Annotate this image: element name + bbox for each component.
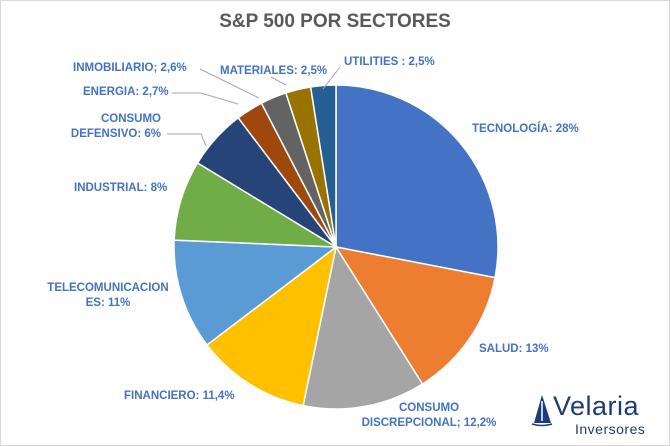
data-label: INMOBILIARIO; 2,6% [73,62,187,74]
pie-slice-financiero [205,245,338,407]
leader-line [167,133,207,147]
data-label: CONSUMO DEFENSIVO: 6% [71,113,161,140]
pie-slice-telecomunicaciones [173,239,339,347]
data-label: UTILITIES : 2,5% [344,56,435,68]
pie-slice-consumo-discrepcional [302,245,424,410]
data-label: TELECOMUNICACION ES: 11% [47,282,168,309]
data-label: FINANCIERO: 11,4% [124,390,235,402]
pie-slice-utilities [309,84,337,248]
data-label: MATERIALES: 2,5% [220,65,327,77]
leader-line [270,76,287,86]
data-label: ENERGIA: 2,7% [83,86,169,98]
sailboat-icon [531,395,553,427]
data-label: SALUD: 13% [479,343,549,355]
data-label: TECNOLOGÍA: 28% [472,122,579,135]
leader-line [172,92,239,105]
leader-line [322,66,341,90]
pie-slice-tecnolog-a [335,84,499,279]
leader-line [199,68,260,99]
chart-title: S&P 500 POR SECTORES [219,11,451,32]
pie-slice-salud [334,245,496,386]
data-label: INDUSTRIAL: 8% [74,182,167,194]
data-label: CONSUMO DISCREPCIONAL; 12,2% [362,402,497,429]
velaria-logo: Velaria Inversores [531,391,661,441]
logo-name: Velaria [553,391,640,421]
logo-subtitle: Inversores [575,421,646,437]
